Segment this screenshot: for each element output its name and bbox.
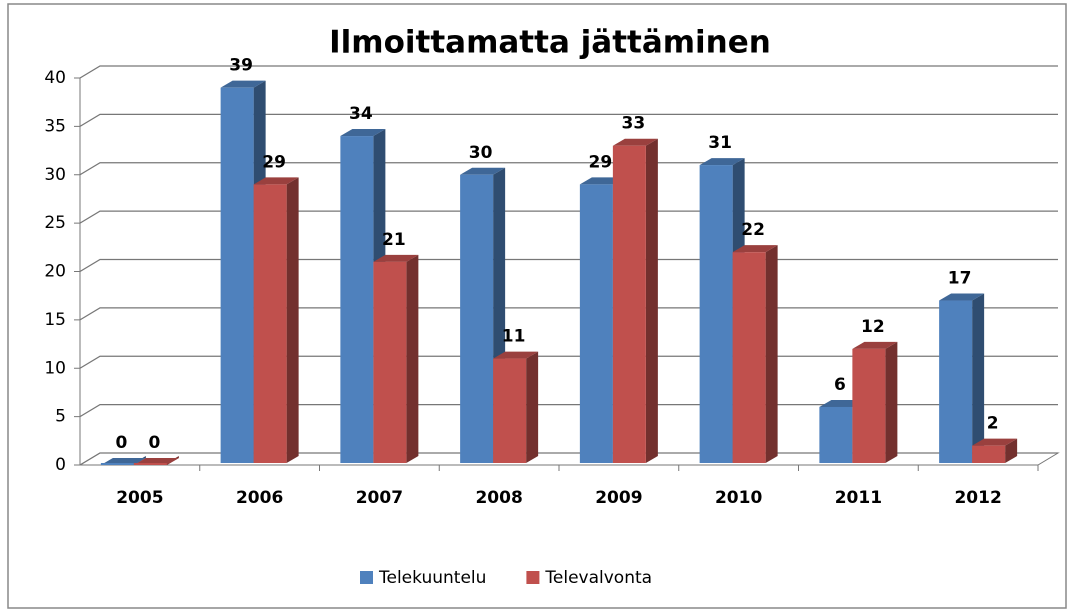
bar [340,136,374,464]
y-tick-label: 0 [55,455,66,475]
bar [972,445,1006,463]
data-label: 11 [502,327,526,347]
bar-side [645,138,658,463]
bar [373,261,407,463]
y-tick-label: 35 [44,116,66,136]
y-tick-label: 5 [55,407,66,427]
bar-top [939,293,985,301]
bar-top [972,438,1018,446]
x-tick-label: 2009 [595,488,642,508]
y-tick-label: 40 [44,68,66,88]
bar [460,174,494,463]
bar-side [406,254,419,463]
data-label: 31 [708,133,732,153]
data-label: 39 [229,56,253,76]
bar-side [286,177,299,464]
data-label: 34 [349,104,373,124]
bar [699,165,733,463]
data-label: 30 [469,143,493,163]
x-tick-label: 2007 [356,488,403,508]
data-label: 29 [262,152,286,172]
bar [253,184,287,464]
bar-top [699,158,745,166]
data-label: 2 [987,414,999,434]
grid-line [79,65,1058,79]
data-label: 0 [148,433,160,453]
y-tick-label: 30 [44,165,66,185]
bar-top [460,167,506,175]
data-label: 21 [382,230,406,250]
bar [852,348,886,463]
bar-side [972,293,985,463]
bar [939,300,973,463]
bar-top [612,138,658,146]
bar [220,87,254,464]
grid-line [79,113,1058,127]
bar-side [526,351,539,463]
bar [133,463,167,465]
legend-swatch [526,571,540,584]
bar-side [885,341,898,463]
bar-top [340,129,386,137]
bar [612,145,646,463]
bar-top [852,341,898,349]
x-tick-label: 2005 [116,488,163,508]
legend-label: Televalvonta [544,568,652,588]
bar [732,252,766,463]
data-label: 29 [589,152,613,172]
data-label: 22 [741,220,765,240]
data-label: 6 [834,375,846,395]
x-tick-label: 2010 [715,488,762,508]
chart-title: Ilmoittamatta jättäminen [329,25,771,61]
bar-side [765,245,778,463]
x-tick-label: 2006 [236,488,283,508]
bar-top [253,177,299,185]
data-label: 12 [861,317,885,337]
y-tick-label: 10 [44,358,66,378]
x-tick-label: 2011 [835,488,882,508]
bar [819,406,853,463]
bar-top [373,254,419,262]
x-tick-label: 2012 [954,488,1001,508]
bar [100,463,134,465]
data-label: 17 [948,269,972,289]
bar [493,358,527,463]
data-label: 0 [115,433,127,453]
y-tick-label: 15 [44,310,66,330]
legend-label: Telekuuntelu [378,568,486,588]
y-tick-label: 25 [44,213,66,233]
bar [579,184,613,464]
bar-top [493,351,539,359]
x-tick-label: 2008 [475,488,522,508]
bar-top [220,80,266,88]
y-tick-label: 20 [44,262,66,282]
chart-frame [7,3,1067,609]
legend-swatch [360,571,373,584]
bar-side [1005,438,1018,463]
bar-top [732,245,778,253]
data-label: 33 [622,114,646,134]
